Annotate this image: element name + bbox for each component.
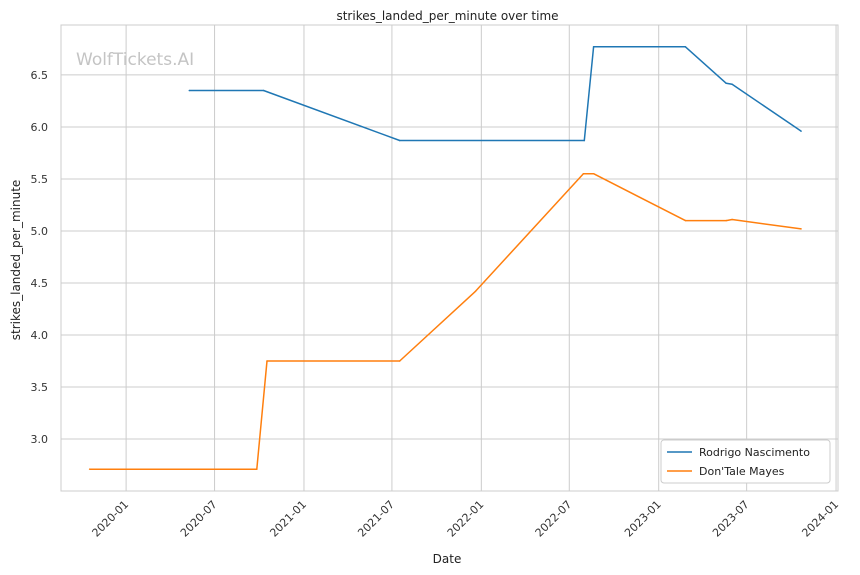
x-tick-label: 2021-01 (267, 498, 309, 540)
y-tick-label: 3.5 (31, 381, 49, 394)
y-tick-label: 4.5 (31, 277, 49, 290)
data-point (88, 468, 91, 470)
data-point (731, 218, 733, 221)
x-tick-label: 2020-07 (178, 498, 220, 540)
data-point (725, 219, 727, 222)
watermark: WolfTickets.AI (76, 50, 194, 70)
data-point (262, 89, 265, 92)
data-point (398, 139, 401, 142)
data-point (684, 219, 687, 222)
series-lines (88, 46, 802, 470)
legend-box (660, 439, 831, 484)
data-point (256, 468, 258, 470)
data-point (583, 139, 586, 142)
x-tick-label: 2024-01 (799, 498, 841, 540)
x-axis-title: Date (433, 552, 462, 566)
x-tick-label: 2020-01 (90, 498, 132, 540)
legend-label-series-2: Don'Tale Mayes (699, 465, 785, 478)
y-tick-label: 3.0 (31, 433, 49, 446)
x-tick-label: 2023-07 (710, 498, 752, 540)
data-point (592, 172, 595, 175)
y-tick-label: 6.0 (31, 121, 49, 134)
y-axis-title: strikes_landed_per_minute (9, 180, 23, 341)
data-point (188, 89, 191, 92)
data-point (725, 82, 727, 84)
y-tick-labels: 3.0 3.5 4.0 4.5 5.0 5.5 6.0 6.5 (31, 69, 49, 446)
plot-area (60, 24, 839, 492)
x-tick-label: 2023-01 (622, 498, 664, 540)
data-point (398, 360, 401, 362)
chart-title: strikes_landed_per_minute over time (336, 9, 558, 23)
y-tick-label: 5.0 (31, 225, 49, 238)
data-point (800, 130, 802, 132)
x-tick-label: 2022-01 (445, 498, 487, 540)
y-tick-label: 6.5 (31, 69, 49, 82)
data-point (582, 172, 585, 175)
x-tick-label: 2021-07 (355, 498, 397, 540)
data-point (684, 46, 687, 48)
y-tick-label: 4.0 (31, 329, 49, 342)
data-point (266, 360, 268, 362)
data-point (474, 290, 477, 293)
grid (61, 25, 838, 491)
data-point (731, 83, 733, 86)
x-tick-label: 2022-07 (533, 498, 575, 540)
data-point (592, 46, 595, 48)
legend: Rodrigo Nascimento Don'Tale Mayes (660, 439, 831, 484)
x-tick-labels: 2020-01 2020-07 2021-01 2021-07 2022-01 2022-… (90, 498, 842, 540)
y-tick-label: 5.5 (31, 173, 49, 186)
data-point (800, 228, 802, 230)
legend-label-series-1: Rodrigo Nascimento (699, 446, 810, 459)
